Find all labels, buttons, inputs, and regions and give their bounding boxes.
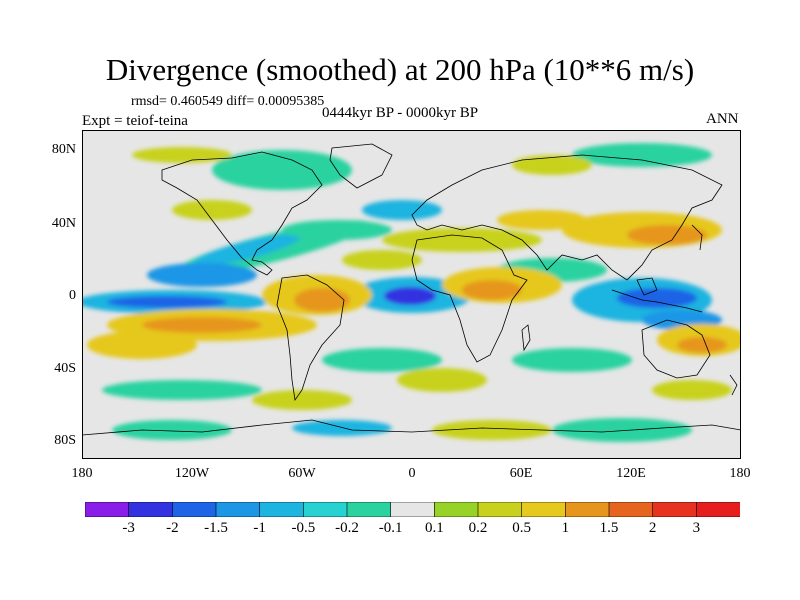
colorbar-label: -1 (253, 520, 266, 536)
colorbar-swatch (565, 502, 610, 517)
colorbar-label: 0.2 (468, 520, 488, 536)
colorbar-label: -3 (122, 520, 135, 536)
coastlines (82, 143, 741, 436)
colorbar-label: 2 (648, 520, 657, 536)
divergence-map (82, 130, 741, 459)
experiment-label: Expt = teiof-teina (82, 113, 188, 129)
colorbar-swatch (346, 502, 392, 517)
field-blob (252, 390, 352, 410)
coastline-africa (411, 234, 528, 363)
map-title: Divergence (smoothed) at 200 hPa (10**6 … (105, 52, 695, 87)
field-blob (382, 228, 542, 252)
field-blob (142, 317, 262, 333)
x-tick-label: 120E (616, 466, 646, 481)
stats-label: rmsd= 0.460549 diff= 0.00095385 (131, 94, 325, 109)
field-blob (292, 420, 392, 436)
coastline-greenland (329, 143, 393, 189)
field-blob (282, 220, 392, 240)
field-blob (512, 348, 632, 372)
coastline-antarctica (82, 419, 741, 436)
x-tick-label: 60W (288, 466, 316, 481)
field-layer (82, 143, 741, 442)
field-blob (652, 380, 732, 400)
coastline-indonesia (611, 289, 703, 313)
colorbar-label: -0.2 (335, 520, 359, 536)
coastline-new-zealand (729, 374, 738, 396)
field-blob (552, 418, 692, 442)
field-blob (384, 287, 436, 305)
x-tick-label: 180 (729, 466, 751, 481)
coastline-north-america (161, 151, 323, 276)
field-blob (87, 331, 197, 359)
y-tick-label: 80N (51, 142, 76, 157)
colorbar-swatch (390, 502, 435, 517)
x-tick-label: 120W (174, 466, 210, 481)
colorbar-swatch (85, 502, 130, 517)
field-blob (617, 288, 697, 308)
colorbar-label: 0.1 (424, 520, 444, 536)
field-blob (294, 288, 350, 312)
period-label: 0444kyr BP - 0000kyr BP (322, 105, 479, 121)
colorbar-label: 0.5 (512, 520, 532, 536)
coastline-south-america (276, 274, 345, 402)
coastline-australia (641, 319, 711, 379)
colorbar (85, 502, 740, 517)
colorbar-label: 3 (692, 520, 701, 536)
field-blob (572, 143, 712, 167)
x-tick-label: 180 (71, 466, 93, 481)
y-tick-label: 80S (54, 433, 76, 448)
colorbar-swatch (652, 502, 697, 517)
field-blob (132, 147, 232, 163)
field-blob (322, 348, 442, 372)
field-blob (193, 234, 301, 266)
coastline-japan (691, 224, 703, 251)
field-blob (107, 296, 227, 308)
field-blob (627, 225, 707, 245)
colorbar-label: -0.1 (378, 520, 403, 536)
colorbar-label: -2 (166, 520, 179, 536)
coastline-madagascar (521, 324, 531, 352)
field-blob (102, 380, 262, 400)
colorbar-label: 1.5 (599, 520, 619, 536)
map-frame (82, 130, 741, 459)
colorbar-swatch (303, 502, 348, 517)
field-blob (462, 280, 522, 300)
x-tick-label: 60E (509, 466, 533, 481)
field-blob (512, 155, 592, 175)
colorbar-label: -0.5 (291, 520, 316, 536)
field-blob (432, 420, 552, 440)
field-blob (497, 210, 587, 230)
colorbar-swatch (521, 502, 566, 517)
coastline-borneo (636, 277, 658, 296)
field-blob (212, 150, 352, 190)
field-blob (112, 420, 232, 440)
colorbar-swatch (608, 502, 654, 517)
colorbar-swatch (215, 502, 261, 517)
colorbar-swatch (434, 502, 479, 517)
x-tick-label: 0 (408, 466, 416, 481)
colorbar-swatch (477, 502, 523, 517)
field-blob (677, 337, 727, 353)
colorbar-swatch (696, 502, 740, 517)
field-blob (147, 263, 257, 287)
colorbar-swatch (172, 502, 217, 517)
y-tick-label: 0 (69, 288, 76, 303)
field-blob (397, 368, 487, 392)
colorbar-swatch (259, 502, 304, 517)
season-label: ANN (706, 111, 739, 127)
field-blob (172, 200, 252, 220)
field-blob (342, 250, 422, 270)
map-canvas (82, 130, 741, 459)
y-tick-label: 40N (51, 216, 76, 231)
colorbar-label: -1.5 (204, 520, 228, 536)
colorbar-swatch (128, 502, 173, 517)
coastline-eurasia (411, 154, 723, 281)
colorbar-label: 1 (561, 520, 570, 536)
y-tick-label: 40S (54, 361, 76, 376)
field-blob (362, 200, 442, 220)
